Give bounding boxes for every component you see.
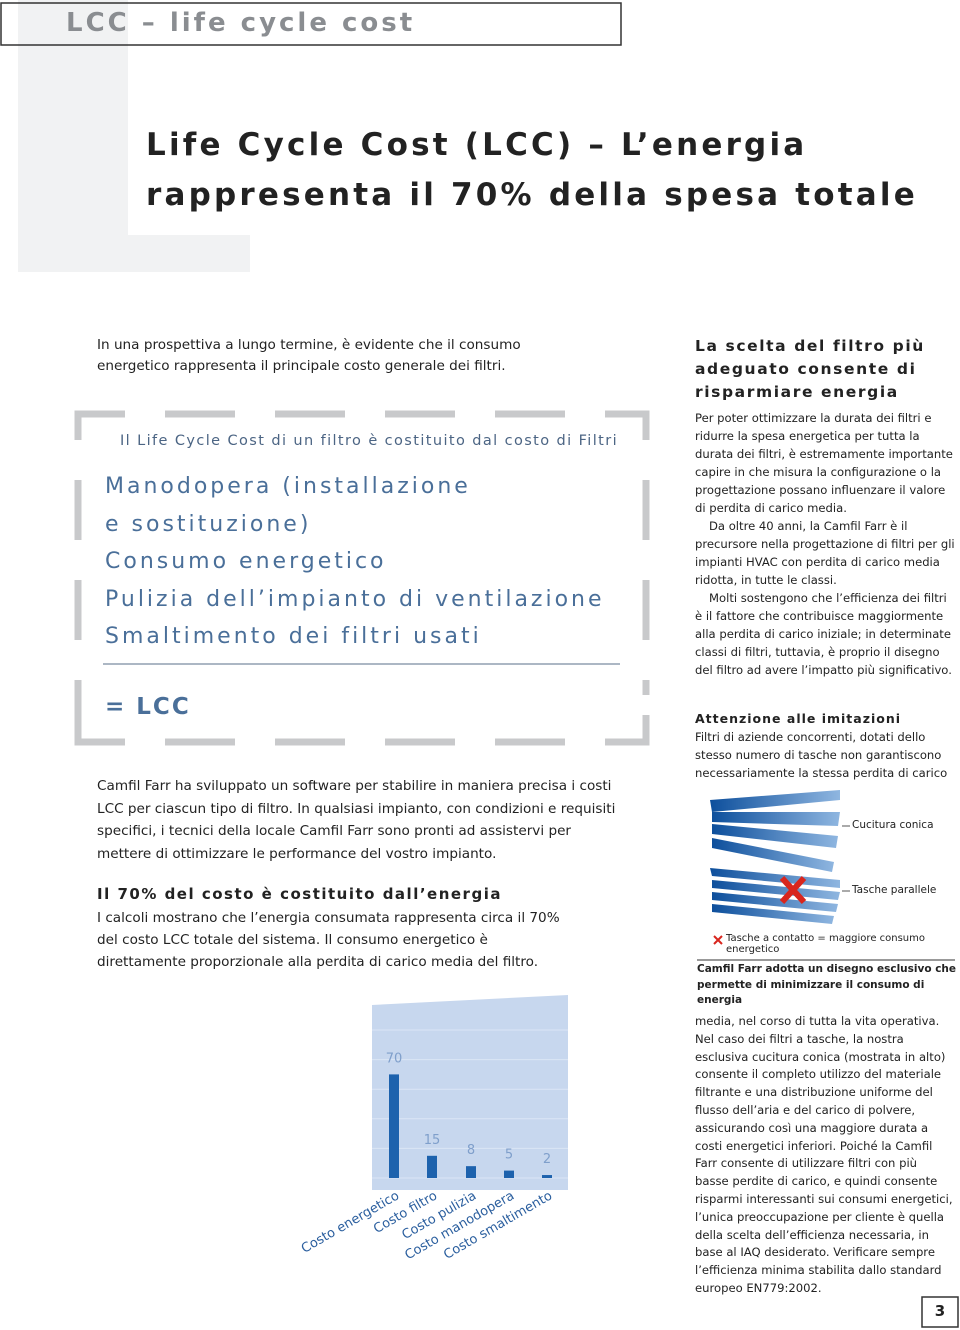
y-tick-label: %	[570, 1173, 581, 1183]
sidebar-paragraphs: Per poter ottimizzare la durata dei filt…	[695, 409, 957, 679]
chart-background	[372, 995, 568, 1190]
formula-item: e sostituzione)	[105, 511, 312, 537]
page-number: 3	[934, 1302, 946, 1320]
header-box	[0, 2, 622, 46]
formula-item: Consumo energetico	[105, 549, 387, 574]
formula-result: = LCC	[105, 694, 191, 720]
headline-line: rappresenta il 70% della spesa totale	[146, 177, 918, 213]
section-text: I calcoli mostrano che l’energia consuma…	[97, 910, 560, 970]
y-tick-label: 40	[570, 1112, 581, 1125]
formula-item: Manodopera (installazione	[105, 474, 471, 499]
sidebar-heading2: Attenzione alle imitazioni	[695, 711, 902, 726]
page-number-box	[921, 1296, 959, 1328]
bar	[389, 1074, 399, 1178]
headline: Life Cycle Cost (LCC) – L’energia rappre…	[146, 120, 918, 220]
value-label: 5	[505, 1148, 513, 1163]
bar	[542, 1175, 552, 1178]
bar	[504, 1170, 514, 1178]
y-tick-label: 60	[570, 1083, 581, 1096]
figure-label: Tasche parallele	[852, 884, 937, 896]
formula-item: Smaltimento dei filtri usati	[105, 624, 482, 649]
sidebar-heading: La scelta del filtro più adeguato consen…	[695, 337, 925, 401]
value-label: 2	[543, 1152, 551, 1167]
figure-caption: Camfil Farr adotta un disegno esclusivo …	[697, 963, 957, 1006]
filter-illustration	[697, 790, 955, 961]
background-letter	[18, 0, 250, 272]
sidebar-paragraph: Da oltre 40 anni, la Camfil Farr è il pr…	[695, 519, 955, 587]
value-label: 15	[424, 1133, 441, 1148]
sidebar-text2: Filtri di aziende concorrenti, dotati de…	[695, 730, 948, 780]
intro: In una prospettiva a lungo termine, è ev…	[97, 337, 521, 374]
sidebar-paragraph: Molti sostengono che l’efficienza dei fi…	[695, 591, 952, 677]
y-tick-label: 20	[570, 1142, 581, 1155]
sidebar-paragraph: Per poter ottimizzare la durata dei filt…	[695, 411, 953, 515]
headline-line: Life Cycle Cost (LCC) – L’energia	[146, 127, 808, 163]
bar	[466, 1166, 476, 1178]
formula-frame	[74, 410, 650, 746]
value-label: 8	[467, 1143, 475, 1158]
formula-lead: Il Life Cycle Cost di un filtro è costit…	[120, 433, 618, 449]
sidebar-text3: media, nel corso di tutta la vita operat…	[695, 1014, 953, 1295]
formula-items: Manodopera (installazione e sostituzione…	[105, 468, 605, 656]
y-tick-label: 80	[570, 1053, 581, 1066]
section-heading: Il 70% del costo è costituito dall’energ…	[97, 885, 502, 903]
figure-legend: Tasche a contatto = maggiore consumo ene…	[726, 933, 926, 955]
bar	[427, 1155, 437, 1178]
body-text: Camfil Farr ha sviluppato un software pe…	[97, 778, 616, 862]
y-tick-label: 100	[570, 1020, 581, 1039]
header-title: LCC – life cycle cost	[66, 8, 416, 38]
formula-item: Pulizia dell’impianto di ventilazione	[105, 586, 605, 612]
figure-label: Cucitura conica	[852, 819, 934, 831]
value-label: 70	[386, 1051, 403, 1066]
